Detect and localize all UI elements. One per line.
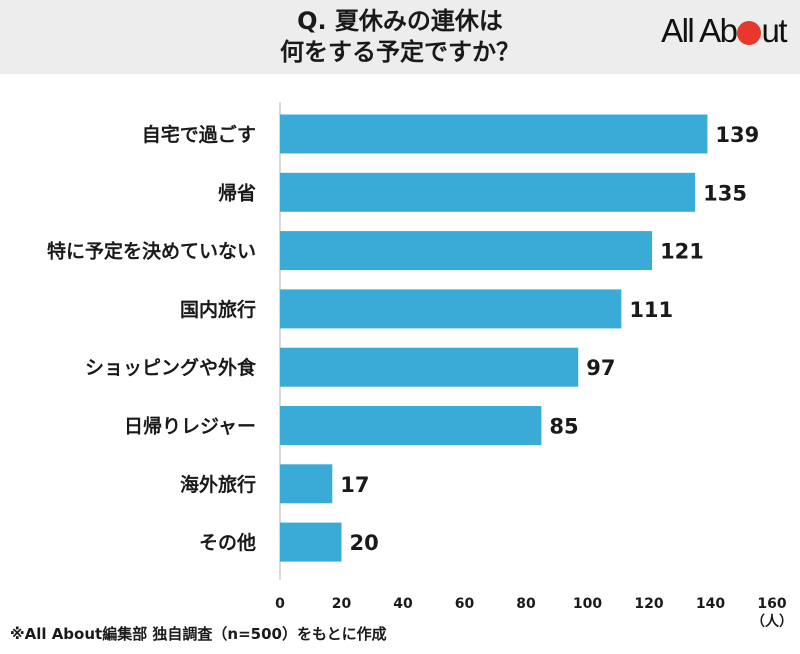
logo-text-a: All Ab	[661, 12, 738, 49]
value-label-2: 135	[703, 181, 747, 205]
x-axis-unit-label: （人）	[751, 613, 793, 630]
category-label-6: 日帰りレジャー	[124, 416, 256, 438]
x-tick-label-120: 120	[634, 596, 663, 612]
bar-6	[280, 406, 542, 445]
x-tick-label-140: 140	[696, 596, 725, 612]
value-label-6: 85	[549, 415, 578, 439]
header-band: Q. 夏休みの連休は 何をする予定ですか？ All Ab ut	[0, 0, 800, 74]
bar-4	[280, 289, 622, 329]
category-label-5: ショッピングや外食	[85, 356, 257, 379]
category-label-8: その他	[199, 531, 256, 554]
all-about-logo: All Ab ut	[661, 12, 787, 49]
category-label-2: 帰省	[218, 182, 256, 204]
chart-title-line1: Q. 夏休みの連休は	[297, 7, 503, 35]
value-label-8: 20	[350, 531, 379, 555]
x-tick-label-160: 160	[757, 596, 786, 612]
logo-red-dot-icon	[737, 21, 762, 45]
category-label-7: 海外旅行	[180, 473, 256, 496]
value-label-1: 139	[715, 123, 759, 147]
bar-3	[280, 231, 653, 271]
bar-8	[280, 522, 342, 562]
value-label-3: 121	[660, 240, 704, 264]
x-tick-label-40: 40	[393, 596, 413, 612]
category-label-3: 特に予定を決めていない	[47, 240, 256, 263]
value-label-5: 97	[586, 356, 615, 380]
bar-5	[280, 347, 579, 387]
x-tick-label-100: 100	[573, 596, 602, 612]
category-label-4: 国内旅行	[180, 298, 256, 321]
bar-7	[280, 464, 333, 504]
chart-title-line2: 何をする予定ですか？	[280, 38, 520, 66]
value-label-7: 17	[340, 473, 369, 497]
value-label-4: 111	[629, 298, 673, 322]
bar-2	[280, 172, 696, 212]
x-tick-label-0: 0	[275, 596, 285, 612]
x-tick-label-80: 80	[516, 596, 536, 612]
bar-1	[280, 114, 708, 154]
footnote: ※All About編集部 独自調査（n=500）をもとに作成	[10, 625, 387, 643]
chart-title: Q. 夏休みの連休は 何をする予定ですか？	[150, 6, 650, 68]
x-tick-label-20: 20	[332, 596, 352, 612]
category-label-1: 自宅で過ごす	[142, 123, 256, 146]
logo-text-b: ut	[761, 12, 787, 49]
x-tick-label-60: 60	[455, 596, 475, 612]
